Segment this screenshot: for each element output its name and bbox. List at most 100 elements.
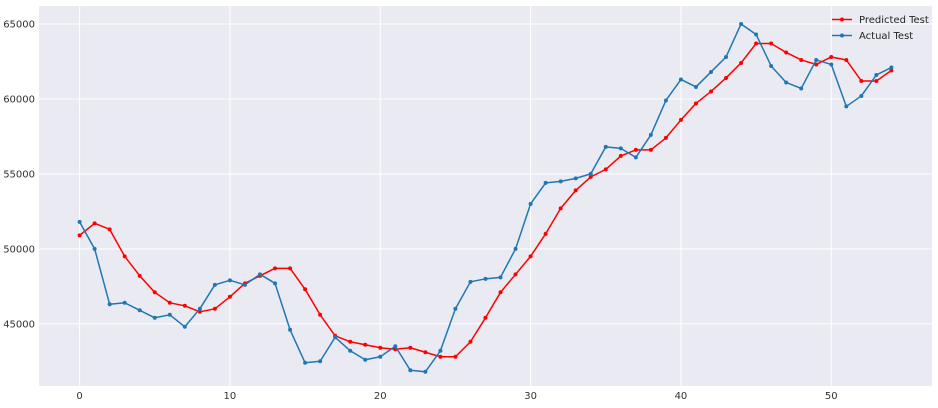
data-point-actual-test — [363, 357, 368, 362]
data-point-predicted-test — [288, 266, 293, 271]
data-point-actual-test — [438, 348, 443, 353]
data-point-actual-test — [618, 146, 623, 151]
data-point-predicted-test — [137, 273, 142, 278]
data-point-actual-test — [799, 86, 804, 91]
data-point-actual-test — [378, 354, 383, 359]
data-point-predicted-test — [77, 233, 82, 238]
data-point-actual-test — [633, 155, 638, 160]
data-point-predicted-test — [303, 287, 308, 292]
data-point-predicted-test — [122, 254, 127, 259]
data-point-actual-test — [859, 93, 864, 98]
data-point-predicted-test — [543, 231, 548, 236]
y-tick-label: 55000 — [3, 169, 35, 180]
data-point-actual-test — [257, 272, 262, 277]
data-point-predicted-test — [152, 290, 157, 295]
x-tick-label: 10 — [224, 391, 237, 402]
data-point-predicted-test — [348, 339, 353, 344]
data-point-actual-test — [558, 179, 563, 184]
data-point-predicted-test — [468, 339, 473, 344]
data-point-predicted-test — [648, 147, 653, 152]
data-point-actual-test — [453, 306, 458, 311]
data-point-predicted-test — [769, 41, 774, 46]
data-point-actual-test — [829, 62, 834, 67]
data-point-actual-test — [754, 32, 759, 37]
data-point-actual-test — [152, 315, 157, 320]
data-point-predicted-test — [483, 315, 488, 320]
data-point-predicted-test — [829, 54, 834, 59]
data-point-actual-test — [528, 201, 533, 206]
data-point-actual-test — [212, 282, 217, 287]
data-point-actual-test — [769, 63, 774, 68]
data-point-predicted-test — [273, 266, 278, 271]
x-tick-label: 50 — [825, 391, 838, 402]
data-point-actual-test — [318, 359, 323, 364]
y-axis-ticks: 45000 50000 55000 60000 65000 — [3, 19, 35, 330]
data-point-predicted-test — [678, 117, 683, 122]
data-point-predicted-test — [498, 290, 503, 295]
data-point-actual-test — [663, 98, 668, 103]
data-point-actual-test — [122, 300, 127, 305]
data-point-predicted-test — [693, 101, 698, 106]
data-point-actual-test — [814, 57, 819, 62]
data-point-predicted-test — [754, 41, 759, 46]
x-axis-ticks: 0 10 20 30 40 50 — [76, 391, 837, 402]
data-point-predicted-test — [513, 272, 518, 277]
data-point-actual-test — [889, 65, 894, 70]
data-point-actual-test — [543, 180, 548, 185]
data-point-predicted-test — [528, 254, 533, 259]
data-point-actual-test — [92, 246, 97, 251]
data-point-predicted-test — [889, 68, 894, 73]
data-point-predicted-test — [453, 354, 458, 359]
data-point-actual-test — [197, 306, 202, 311]
data-point-actual-test — [784, 80, 789, 85]
x-tick-label: 20 — [374, 391, 387, 402]
data-point-actual-test — [348, 348, 353, 353]
y-tick-label: 50000 — [3, 244, 35, 255]
data-point-actual-test — [393, 344, 398, 349]
data-point-actual-test — [137, 308, 142, 313]
legend-label-predicted: Predicted Test — [859, 15, 929, 26]
data-point-predicted-test — [859, 78, 864, 83]
data-point-actual-test — [77, 219, 82, 224]
data-point-predicted-test — [182, 303, 187, 308]
data-point-actual-test — [483, 276, 488, 281]
data-point-predicted-test — [874, 78, 879, 83]
data-point-actual-test — [288, 327, 293, 332]
data-point-predicted-test — [573, 188, 578, 193]
data-point-actual-test — [333, 335, 338, 340]
data-point-predicted-test — [588, 174, 593, 179]
x-tick-label: 30 — [524, 391, 537, 402]
legend: Predicted Test Actual Test — [832, 15, 929, 42]
data-point-actual-test — [107, 302, 112, 307]
legend-marker-actual — [840, 33, 844, 38]
data-point-predicted-test — [167, 300, 172, 305]
data-point-predicted-test — [558, 206, 563, 211]
data-point-actual-test — [498, 275, 503, 280]
data-point-actual-test — [167, 312, 172, 317]
legend-label-actual: Actual Test — [859, 31, 913, 42]
data-point-predicted-test — [633, 147, 638, 152]
plot-area — [39, 6, 932, 386]
data-point-actual-test — [182, 324, 187, 329]
data-point-actual-test — [408, 368, 413, 373]
data-point-predicted-test — [603, 167, 608, 172]
x-tick-label: 40 — [675, 391, 688, 402]
data-point-actual-test — [227, 278, 232, 283]
data-point-actual-test — [678, 77, 683, 82]
data-point-actual-test — [693, 84, 698, 89]
x-tick-label: 0 — [76, 391, 82, 402]
data-point-predicted-test — [663, 135, 668, 140]
data-point-actual-test — [573, 176, 578, 181]
data-point-actual-test — [844, 104, 849, 109]
data-point-predicted-test — [709, 89, 714, 94]
data-point-predicted-test — [378, 345, 383, 350]
data-point-predicted-test — [227, 294, 232, 299]
data-point-actual-test — [588, 171, 593, 176]
data-point-actual-test — [739, 21, 744, 26]
y-tick-label: 65000 — [3, 19, 35, 30]
y-tick-label: 45000 — [3, 319, 35, 330]
data-point-predicted-test — [784, 50, 789, 55]
legend-marker-predicted — [840, 17, 844, 22]
data-point-predicted-test — [724, 75, 729, 80]
